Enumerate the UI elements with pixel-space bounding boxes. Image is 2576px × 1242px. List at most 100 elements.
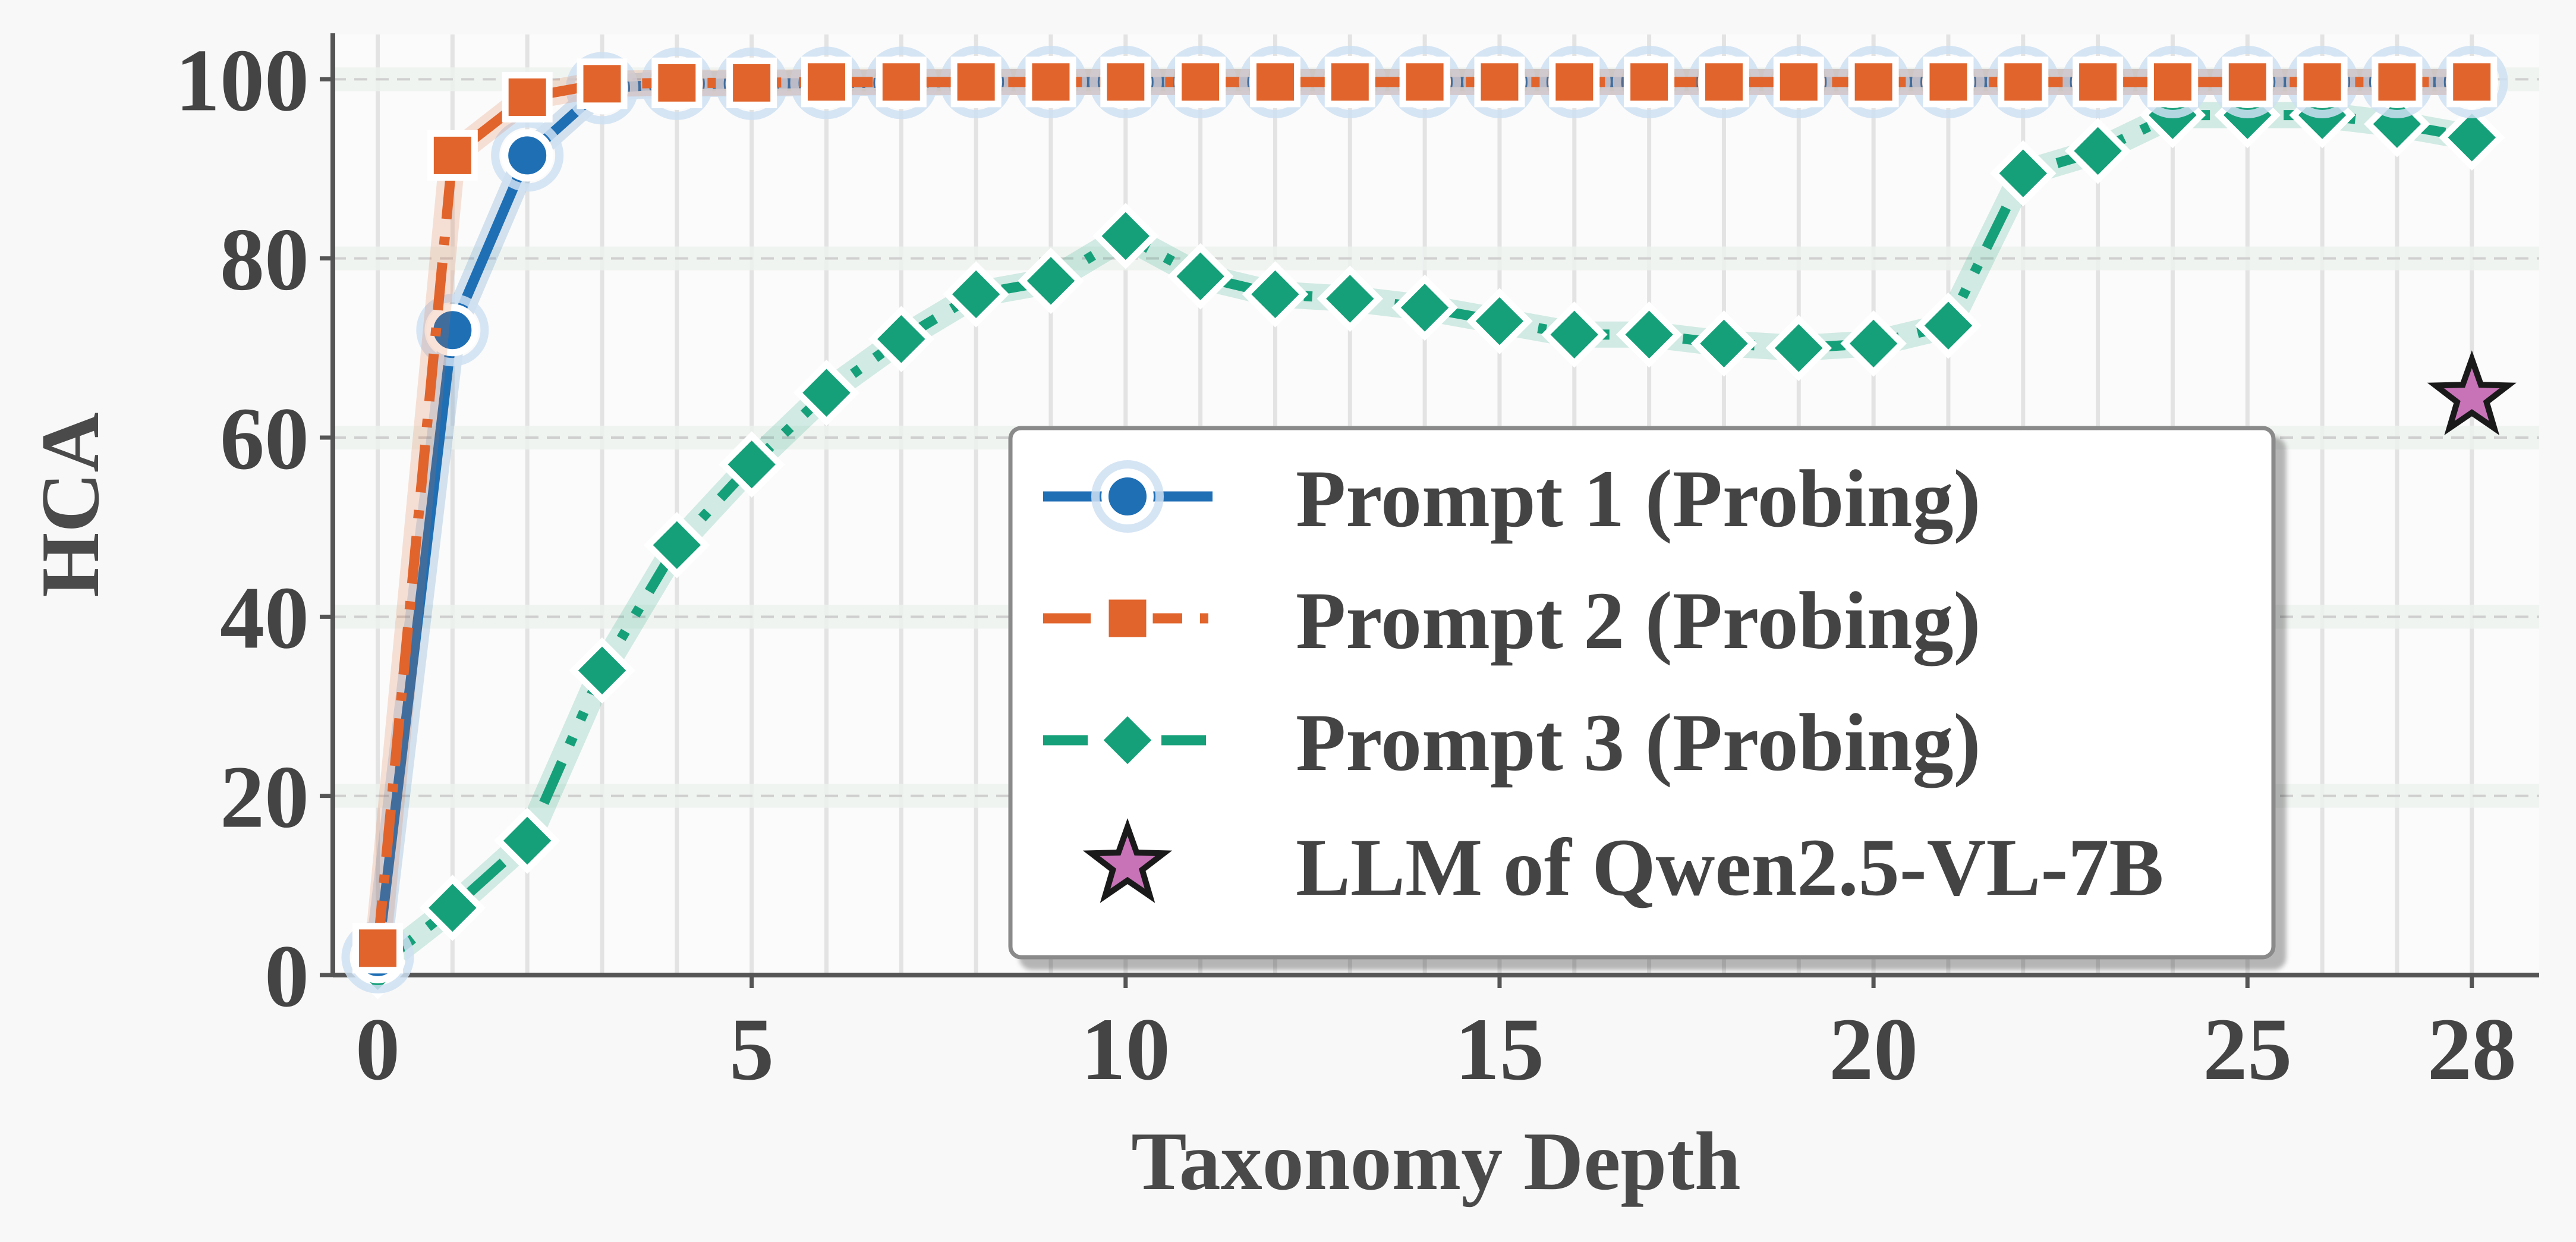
legend-marker-halo (1091, 460, 1164, 533)
data-point-halo (715, 47, 788, 120)
data-point (1773, 56, 1824, 108)
data-point (1391, 274, 1458, 341)
data-point (1317, 265, 1384, 332)
legend-label: Prompt 1 (Probing) (1296, 453, 1981, 544)
data-point (793, 359, 860, 426)
tick-labels: 0 5 10 15 20 25 28 0 20 40 60 80 100 (175, 31, 2517, 1099)
legend: Prompt 1 (Probing) Prompt 2 (Probing) Prom… (1008, 426, 2276, 960)
data-point (569, 637, 635, 704)
data-point (1025, 56, 1076, 108)
data-point (1840, 310, 1907, 377)
legend-box (1008, 426, 2276, 960)
x-axis-label: Taxonomy Depth (1131, 1115, 1741, 1208)
axes (330, 33, 2539, 977)
data-point (1324, 56, 1375, 108)
x-tick-label: 10 (1081, 1000, 1170, 1099)
data-point (502, 71, 553, 122)
legend-item: Prompt 3 (Probing) (1043, 697, 1981, 788)
data-point (644, 512, 710, 578)
y-tick-label: 40 (220, 568, 309, 667)
y-tick-label: 100 (175, 31, 309, 130)
data-point-halo (2435, 45, 2508, 118)
x-tick-label: 25 (2203, 1000, 2292, 1099)
data-point (352, 923, 403, 974)
data-point (2372, 56, 2423, 108)
data-point (718, 431, 785, 498)
data-point (427, 130, 478, 181)
data-point (501, 129, 554, 182)
data-point-halo (2360, 45, 2433, 118)
data-point (2446, 56, 2498, 108)
data-point (1167, 243, 1234, 310)
legend-marker (1082, 818, 1173, 903)
legend-label: Prompt 2 (Probing) (1296, 575, 1981, 666)
data-point (1399, 56, 1450, 108)
legend-marker (1102, 593, 1153, 644)
x-tick-label: 5 (729, 1000, 774, 1099)
data-point (876, 56, 927, 108)
legend-item: Prompt 1 (Probing) (1043, 453, 1981, 544)
data-point (651, 57, 703, 108)
data-point (577, 58, 628, 109)
data-point (1690, 310, 1758, 377)
data-point (426, 304, 479, 357)
data-point (1923, 56, 1974, 108)
data-point-halo (1089, 45, 1162, 118)
legend-item: LLM of Qwen2.5-VL-7B (1082, 818, 2164, 913)
data-point (1998, 56, 2049, 108)
y-tick-label: 0 (264, 927, 309, 1026)
data-point (1698, 56, 1749, 108)
legend-item: Prompt 2 (Probing) (1043, 575, 1981, 666)
y-axis-label: HCA (24, 412, 116, 597)
data-point (1624, 56, 1675, 108)
data-point (1175, 56, 1226, 108)
x-tick-label: 28 (2427, 1000, 2517, 1099)
data-point (950, 56, 1002, 108)
data-point-halo (1538, 45, 1611, 118)
data-point (1549, 56, 1600, 108)
x-tick-label: 0 (355, 1000, 400, 1099)
data-point (1541, 301, 1608, 368)
data-point (494, 807, 560, 874)
data-point (2297, 56, 2348, 108)
data-point (868, 306, 935, 373)
data-point (1018, 247, 1084, 315)
series (341, 45, 2517, 999)
data-point (1466, 288, 1533, 354)
series-2 (352, 56, 2498, 974)
data-point (1989, 140, 2057, 207)
data-point (2147, 56, 2198, 108)
legend-label: LLM of Qwen2.5-VL-7B (1296, 822, 2164, 913)
data-point (1615, 301, 1683, 368)
data-point (1848, 56, 1899, 108)
x-tick-label: 15 (1455, 1000, 1544, 1099)
data-point (1249, 56, 1300, 108)
legend-marker (1094, 707, 1161, 774)
legend-label: Prompt 3 (Probing) (1296, 697, 1981, 788)
data-point (1915, 292, 1982, 359)
y-tick-label: 80 (220, 210, 309, 309)
y-tick-label: 20 (220, 748, 309, 847)
data-point-halo (1911, 45, 1985, 118)
data-point (801, 56, 852, 108)
data-point (2064, 118, 2131, 184)
data-point (1765, 315, 1832, 382)
data-point (1474, 56, 1525, 108)
data-point (726, 57, 777, 108)
data-point (2427, 350, 2517, 436)
data-point (1242, 261, 1309, 328)
data-point (1100, 56, 1151, 108)
y-tick-label: 60 (220, 389, 309, 488)
data-point (1092, 203, 1159, 269)
series-3 (344, 81, 2505, 999)
legend-marker (1101, 470, 1154, 523)
data-point (419, 875, 486, 941)
series-4 (2427, 350, 2517, 436)
data-point (943, 261, 1009, 328)
x-tick-label: 20 (1829, 1000, 1918, 1099)
data-point (2438, 104, 2505, 171)
data-point-halo (416, 294, 489, 367)
data-point-halo (491, 119, 564, 192)
